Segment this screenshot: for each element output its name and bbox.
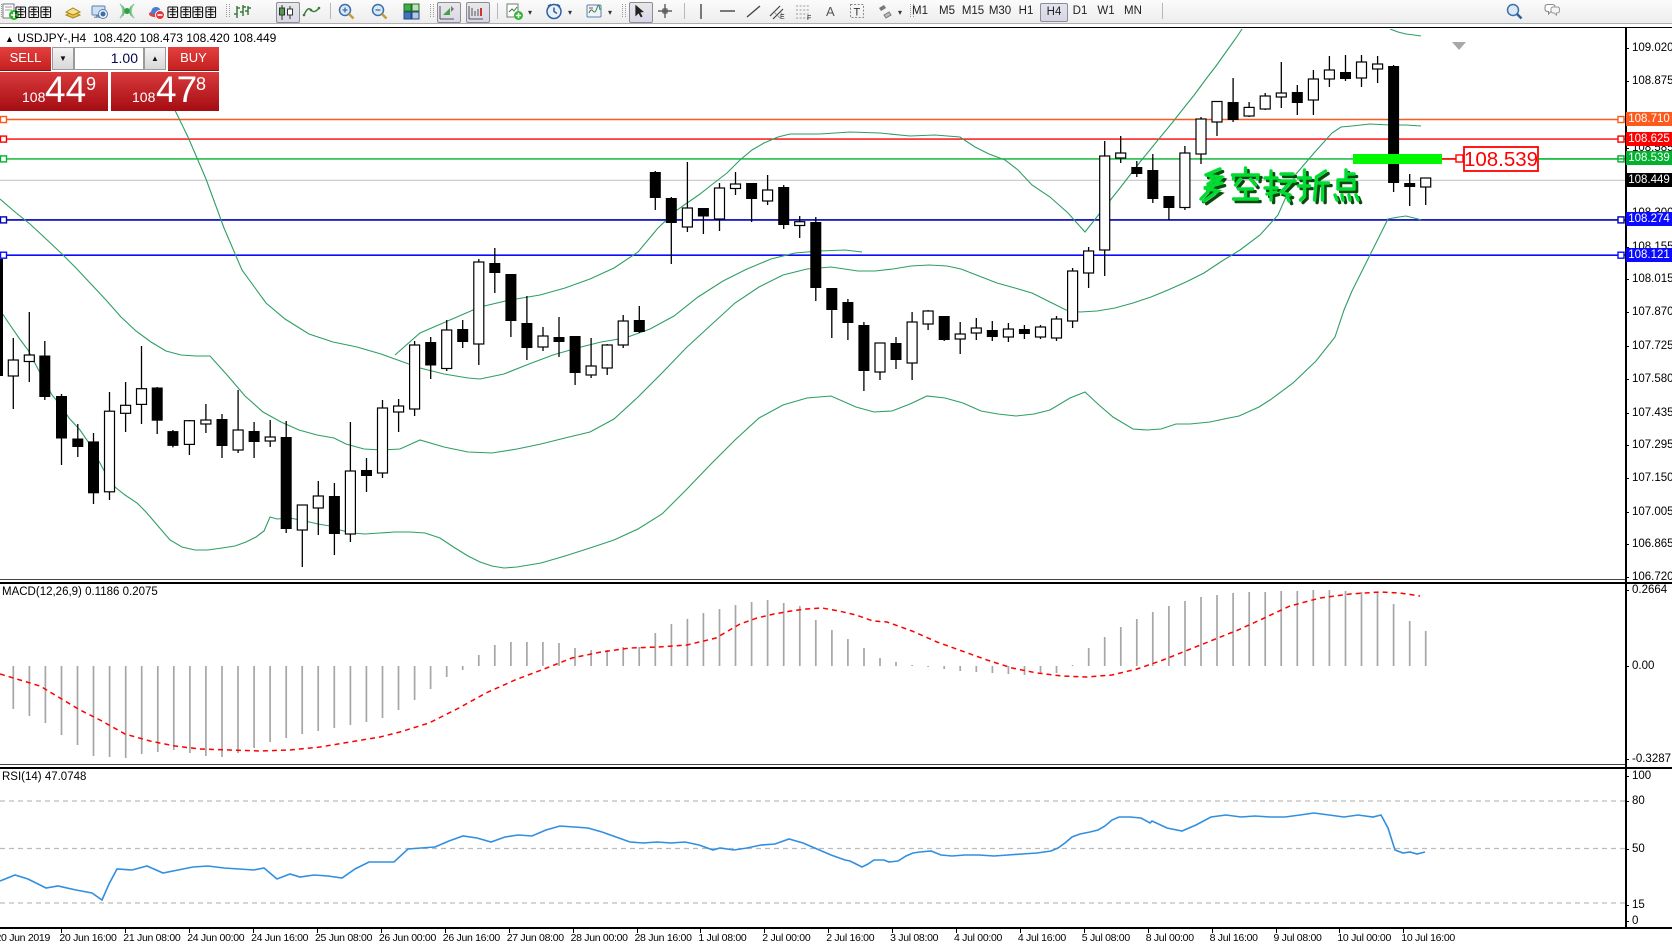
- svg-text:108.539: 108.539: [1464, 148, 1538, 171]
- svg-text:E: E: [780, 14, 785, 21]
- svg-text:A: A: [826, 4, 835, 19]
- svg-text:T: T: [854, 7, 861, 19]
- svg-text:F: F: [807, 15, 811, 21]
